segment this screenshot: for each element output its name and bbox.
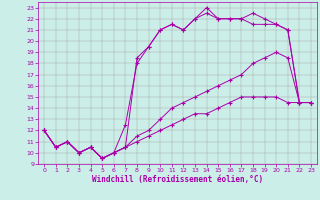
X-axis label: Windchill (Refroidissement éolien,°C): Windchill (Refroidissement éolien,°C) bbox=[92, 175, 263, 184]
